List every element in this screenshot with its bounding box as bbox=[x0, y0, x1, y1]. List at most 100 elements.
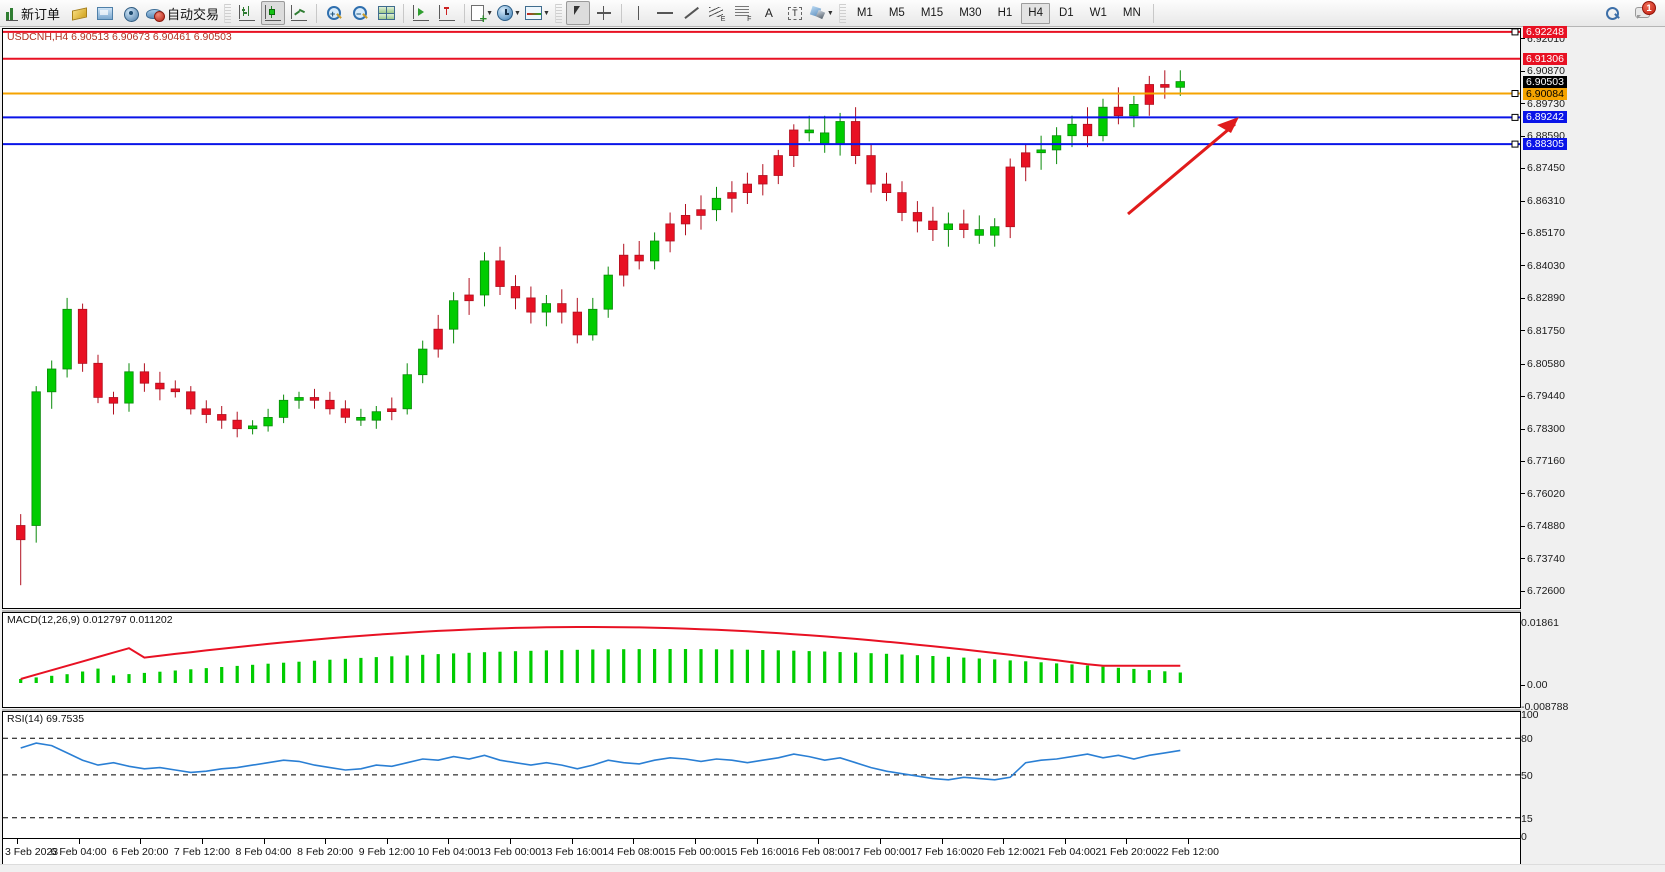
period-button[interactable]: ▼ bbox=[496, 1, 522, 25]
price-tick: 6.92010 bbox=[1521, 33, 1565, 44]
text-label-button[interactable]: T bbox=[783, 1, 807, 25]
indicators-icon bbox=[524, 6, 542, 20]
time-tick bbox=[510, 839, 512, 844]
candlestick-chart-icon bbox=[264, 5, 282, 21]
price-tick: 6.86310 bbox=[1521, 196, 1565, 206]
timeframe-m5-button[interactable]: M5 bbox=[888, 7, 905, 19]
chart-workspace[interactable]: USDCNH,H4 6.90513 6.90673 6.90461 6.9050… bbox=[0, 25, 1665, 872]
chart-shift-button[interactable] bbox=[435, 1, 459, 25]
toolbar-separator bbox=[838, 3, 846, 23]
timeframe-mn-button[interactable]: MN bbox=[1122, 7, 1141, 19]
rsi-tick: 15 bbox=[1521, 812, 1533, 825]
time-tick bbox=[1188, 839, 1189, 844]
toolbar-separator bbox=[403, 3, 405, 23]
price-tick: 6.72600 bbox=[1521, 586, 1565, 596]
timeframe-m30-button[interactable]: M30 bbox=[959, 7, 982, 19]
auto-scroll-button[interactable] bbox=[409, 1, 433, 25]
price-tick: 6.81750 bbox=[1521, 325, 1565, 336]
time-label: 15 Feb 00:00 bbox=[663, 846, 726, 858]
chevron-down-icon[interactable]: ▼ bbox=[826, 9, 834, 17]
trendline-button[interactable] bbox=[679, 1, 703, 25]
chevron-down-icon[interactable]: ▼ bbox=[514, 9, 521, 17]
terminal-window-button[interactable] bbox=[93, 1, 117, 25]
timeframe-w1-button[interactable]: W1 bbox=[1089, 7, 1107, 19]
time-tick bbox=[818, 839, 820, 844]
price-tick: 6.85170 bbox=[1521, 228, 1565, 239]
cursor-arrow-button[interactable] bbox=[565, 1, 590, 25]
pencil-button[interactable] bbox=[67, 1, 91, 25]
rsi-pane[interactable]: RSI(14) 69.7535 bbox=[2, 711, 1521, 839]
price-tick: 6.79440 bbox=[1521, 391, 1565, 402]
price-chart-pane[interactable]: USDCNH,H4 6.90513 6.90673 6.90461 6.9050… bbox=[2, 28, 1521, 609]
objects-list-button[interactable]: ▼ bbox=[809, 1, 835, 25]
price-tag-last-price[interactable]: 6.90503 bbox=[1523, 75, 1567, 88]
fibonacci-fan-button[interactable] bbox=[731, 1, 755, 25]
notifications-count-badge: 1 bbox=[1642, 1, 1656, 15]
time-label: 6 Feb 20:00 bbox=[112, 846, 169, 858]
bar-chart-button[interactable] bbox=[235, 1, 259, 25]
timeframe-d1-button[interactable]: D1 bbox=[1058, 7, 1074, 19]
time-tick bbox=[1064, 839, 1066, 844]
chevron-down-icon[interactable]: ▼ bbox=[486, 9, 493, 17]
zoom-in-button[interactable]: + bbox=[322, 1, 346, 25]
price-tag-resistance-line[interactable]: 6.91306 bbox=[1523, 52, 1567, 65]
time-label: 22 Feb 12:00 bbox=[1157, 846, 1219, 858]
time-tick bbox=[448, 839, 450, 844]
toolbar-separator bbox=[1152, 3, 1154, 23]
chevron-down-icon[interactable]: ▼ bbox=[542, 9, 550, 17]
macd-tick: -0.008788 bbox=[1521, 701, 1569, 713]
indicators-button[interactable]: ▼ bbox=[524, 1, 551, 25]
time-label: 20 Feb 12:00 bbox=[972, 846, 1035, 858]
auto-trading-button[interactable]: 自动交易 bbox=[145, 1, 220, 25]
time-tick bbox=[263, 839, 265, 844]
price-candles-svg bbox=[3, 29, 1520, 586]
macd-tick: 0.00 bbox=[1521, 680, 1547, 690]
price-axis[interactable]: 6.92010 6.90870 6.89730 6.88590 6.87450 6.863… bbox=[1521, 25, 1663, 842]
fibonacci-expansion-button[interactable] bbox=[705, 1, 729, 25]
price-tick: 6.74880 bbox=[1521, 521, 1565, 531]
zoom-out-button[interactable]: − bbox=[348, 1, 372, 25]
price-tag-pivot-line[interactable]: 6.90084 bbox=[1523, 87, 1567, 100]
price-tag-support-line[interactable]: 6.89242 bbox=[1523, 111, 1567, 124]
globe-button[interactable] bbox=[119, 1, 143, 25]
timeframe-h4-button[interactable]: H4 bbox=[1021, 2, 1050, 24]
timeframe-m15-button[interactable]: M15 bbox=[920, 7, 944, 19]
pane-divider[interactable] bbox=[2, 610, 1521, 612]
time-label: 9 Feb 12:00 bbox=[358, 846, 415, 858]
vertical-line-button[interactable] bbox=[627, 1, 651, 25]
time-tick bbox=[386, 839, 388, 844]
time-tick bbox=[17, 839, 18, 844]
time-label: 7 Feb 12:00 bbox=[173, 846, 230, 858]
text-button[interactable]: A bbox=[757, 1, 781, 25]
notifications-button[interactable]: 1 bbox=[1631, 1, 1656, 25]
horizontal-line-button[interactable] bbox=[653, 1, 677, 25]
candlestick-chart-button[interactable] bbox=[261, 1, 286, 25]
search-button[interactable] bbox=[1600, 1, 1624, 25]
line-chart-button[interactable] bbox=[287, 1, 311, 25]
rsi-tick: 50 bbox=[1521, 769, 1533, 782]
rsi-svg bbox=[3, 737, 1520, 819]
timeframe-h1-button[interactable]: H1 bbox=[997, 7, 1013, 19]
horizontal-scrollbar[interactable] bbox=[0, 864, 1665, 872]
macd-label: MACD(12,26,9) 0.012797 0.011202 bbox=[7, 614, 173, 626]
data-window-button[interactable] bbox=[374, 1, 398, 25]
time-tick bbox=[879, 839, 881, 844]
crosshair-button[interactable] bbox=[592, 1, 616, 25]
price-tick: 6.84030 bbox=[1521, 260, 1565, 271]
time-tick bbox=[633, 839, 635, 844]
price-tag-support-line[interactable]: 6.88305 bbox=[1523, 138, 1567, 151]
pane-divider[interactable] bbox=[2, 709, 1521, 711]
zoom-in-icon: + bbox=[326, 5, 342, 21]
toolbar-separator bbox=[620, 3, 622, 23]
timeframe-m1-button[interactable]: M1 bbox=[856, 7, 873, 19]
chart-shift-icon bbox=[438, 5, 456, 21]
new-chart-button[interactable]: ▼ bbox=[470, 1, 494, 25]
vertical-line-icon bbox=[634, 6, 644, 20]
terminal-window-icon bbox=[97, 6, 114, 21]
auto-scroll-icon bbox=[412, 5, 430, 21]
time-label: 15 Feb 16:00 bbox=[725, 846, 788, 858]
price-tag-resistance-line[interactable]: 6.92248 bbox=[1523, 25, 1567, 38]
new-order-button[interactable]: 新订单 bbox=[3, 1, 65, 25]
rsi-tick: 80 bbox=[1521, 733, 1533, 746]
macd-pane[interactable]: MACD(12,26,9) 0.012797 0.011202 bbox=[2, 612, 1521, 708]
